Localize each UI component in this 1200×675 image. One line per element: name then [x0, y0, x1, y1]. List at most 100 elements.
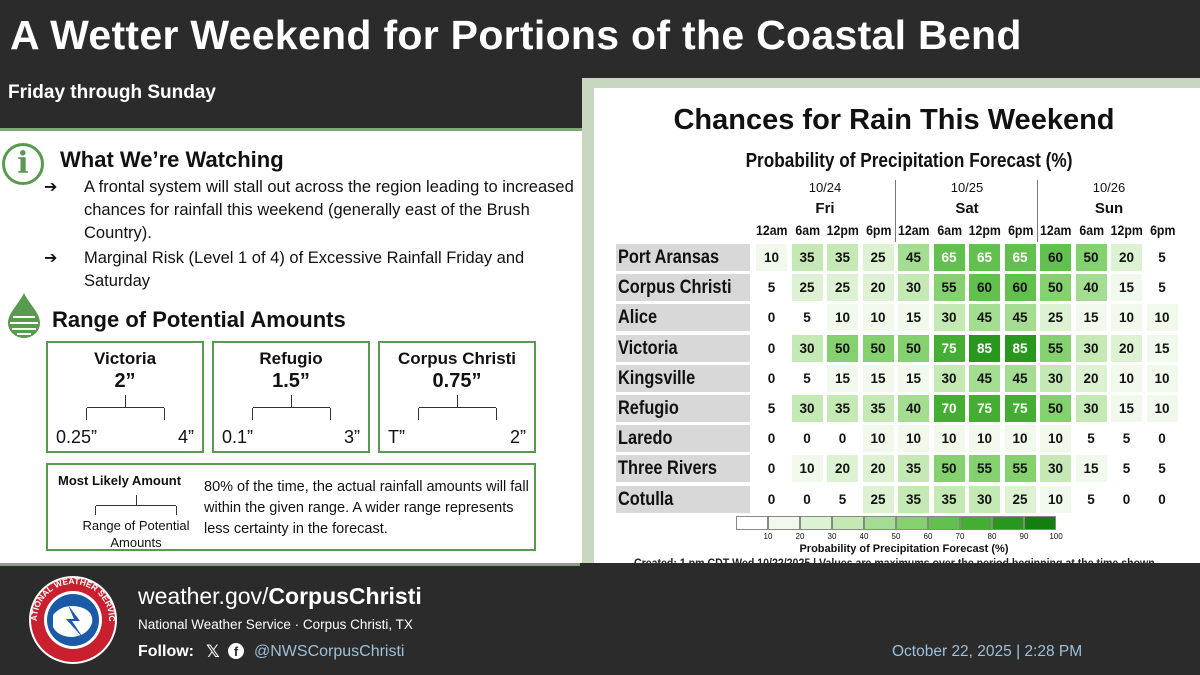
- day-name: Sun: [1094, 200, 1124, 217]
- pop-cell: 65: [1004, 244, 1036, 271]
- pop-cell: 10: [1004, 425, 1036, 453]
- pop-cell: 10: [933, 425, 965, 453]
- colorbar-segment: [800, 516, 832, 530]
- range-bracket: [417, 407, 497, 425]
- pop-cell: 65: [969, 244, 1000, 271]
- facebook-icon[interactable]: f: [228, 643, 244, 659]
- pop-cell: 30: [791, 334, 823, 362]
- pop-cell: 50: [1040, 395, 1071, 422]
- page-title: A Wetter Weekend for Portions of the Coa…: [10, 12, 1022, 58]
- day-date: 10/24: [808, 180, 842, 195]
- colorbar-tick: 70: [955, 532, 965, 541]
- forecast-panel: Chances for Rain This Weekend Probabilit…: [594, 88, 1200, 610]
- colorbar-tick: 60: [923, 532, 933, 541]
- time-header: 12am: [1039, 222, 1072, 238]
- pop-cell: 0: [756, 304, 787, 332]
- amount-high: 3”: [343, 427, 360, 447]
- pop-cell: 10: [862, 304, 894, 332]
- pop-cell: 45: [1004, 364, 1036, 392]
- pop-cell: 10: [791, 455, 823, 483]
- pop-cell: 15: [827, 364, 858, 392]
- amount-city: Victoria: [93, 349, 157, 368]
- footer-bar: NATIONAL WEATHER SERVICE weather.gov/Cor…: [0, 563, 1200, 675]
- arrow-icon: ➔: [44, 179, 58, 196]
- pop-cell: 10: [1146, 364, 1178, 392]
- pop-cell: 20: [1075, 364, 1107, 392]
- pop-cell: 55: [969, 455, 1000, 483]
- pop-cell: 0: [756, 425, 787, 453]
- amount-high: 4”: [177, 427, 194, 447]
- pop-cell: 25: [1040, 304, 1071, 332]
- pop-cell: 40: [898, 395, 929, 422]
- pop-cell: 5: [1111, 425, 1142, 453]
- pop-cell: 85: [1004, 334, 1036, 362]
- pop-cell: 25: [791, 274, 823, 302]
- colorbar-tick: 40: [859, 532, 869, 541]
- pop-cell: 25: [827, 274, 858, 302]
- raindrop-icon: [8, 293, 40, 338]
- colorbar-tick: 30: [827, 532, 837, 541]
- day-name: Fri: [815, 200, 835, 217]
- pop-cell: 15: [862, 364, 894, 392]
- pop-table-title: Probability of Precipitation Forecast (%…: [745, 150, 1073, 172]
- pop-cell: 55: [933, 274, 965, 302]
- colorbar-segment: [864, 516, 896, 530]
- pop-cell: 70: [933, 395, 965, 422]
- colorbar-segment: [736, 516, 768, 530]
- day-name: Sat: [955, 200, 979, 217]
- amount-likely: 1.5”: [272, 370, 310, 392]
- day-divider: [895, 180, 896, 242]
- colorbar-tick: 80: [987, 532, 997, 541]
- pop-cell: 5: [1146, 455, 1178, 483]
- pop-cell: 15: [1111, 395, 1142, 422]
- pop-cell: 30: [1075, 395, 1107, 422]
- pop-cell: 30: [933, 304, 965, 332]
- range-heading: Range of Potential Amounts: [52, 307, 346, 332]
- pop-cell: 10: [1040, 425, 1071, 453]
- amount-likely: 0.75”: [432, 370, 482, 392]
- pop-cell: 65: [933, 244, 965, 271]
- pop-cell: 5: [1111, 455, 1142, 483]
- pop-cell: 0: [756, 334, 787, 362]
- time-header: 12pm: [968, 222, 1001, 238]
- range-bracket: [85, 407, 165, 425]
- colorbar-title: Probability of Precipitation Forecast (%…: [799, 543, 1009, 555]
- pop-cell: 60: [969, 274, 1000, 302]
- pop-cell: 5: [1075, 485, 1107, 513]
- legend-range: Range of Potential Amounts: [82, 518, 190, 550]
- pop-cell: 50: [1040, 274, 1071, 302]
- pop-cell: 5: [756, 395, 787, 422]
- nws-logo-icon: NATIONAL WEATHER SERVICE: [28, 575, 117, 664]
- pop-cell: 5: [791, 364, 823, 392]
- colorbar-tick: 10: [763, 532, 773, 541]
- watching-bullet: ➔ A frontal system will stall out across…: [44, 178, 574, 242]
- pop-cell: 0: [791, 425, 823, 453]
- location-label: Kingsville: [616, 364, 750, 392]
- amount-box-refugio: Refugio 1.5” 0.1” 3”: [212, 341, 370, 453]
- pop-cell: 50: [862, 334, 894, 362]
- location-label: Port Aransas: [616, 244, 750, 271]
- colorbar-segment: [896, 516, 928, 530]
- pop-cell: 35: [827, 244, 858, 271]
- colorbar-segment: [1024, 516, 1056, 530]
- pop-cell: 30: [969, 485, 1000, 513]
- pop-cell: 20: [1111, 334, 1142, 362]
- website-link[interactable]: weather.gov/CorpusChristi: [138, 583, 422, 609]
- time-header: 6am: [936, 222, 962, 238]
- amount-low: 0.1”: [222, 427, 254, 447]
- time-header: 12pm: [826, 222, 859, 238]
- pop-cell: 60: [1040, 244, 1071, 271]
- legend-bracket: [95, 505, 177, 515]
- pop-cell: 15: [898, 364, 929, 392]
- social-handle[interactable]: @NWSCorpusChristi: [254, 643, 405, 660]
- colorbar-tick: 90: [1019, 532, 1029, 541]
- x-icon[interactable]: 𝕏: [206, 642, 220, 661]
- location-label: Cotulla: [616, 485, 750, 513]
- colorbar-tick: 50: [891, 532, 901, 541]
- pop-cell: 45: [898, 244, 929, 271]
- amount-legend: Most Likely Amount Range of Potential Am…: [46, 463, 536, 551]
- pop-cell: 15: [1111, 274, 1142, 302]
- pop-cell: 30: [1075, 334, 1107, 362]
- colorbar-segment: [960, 516, 992, 530]
- pop-cell: 75: [1004, 395, 1036, 422]
